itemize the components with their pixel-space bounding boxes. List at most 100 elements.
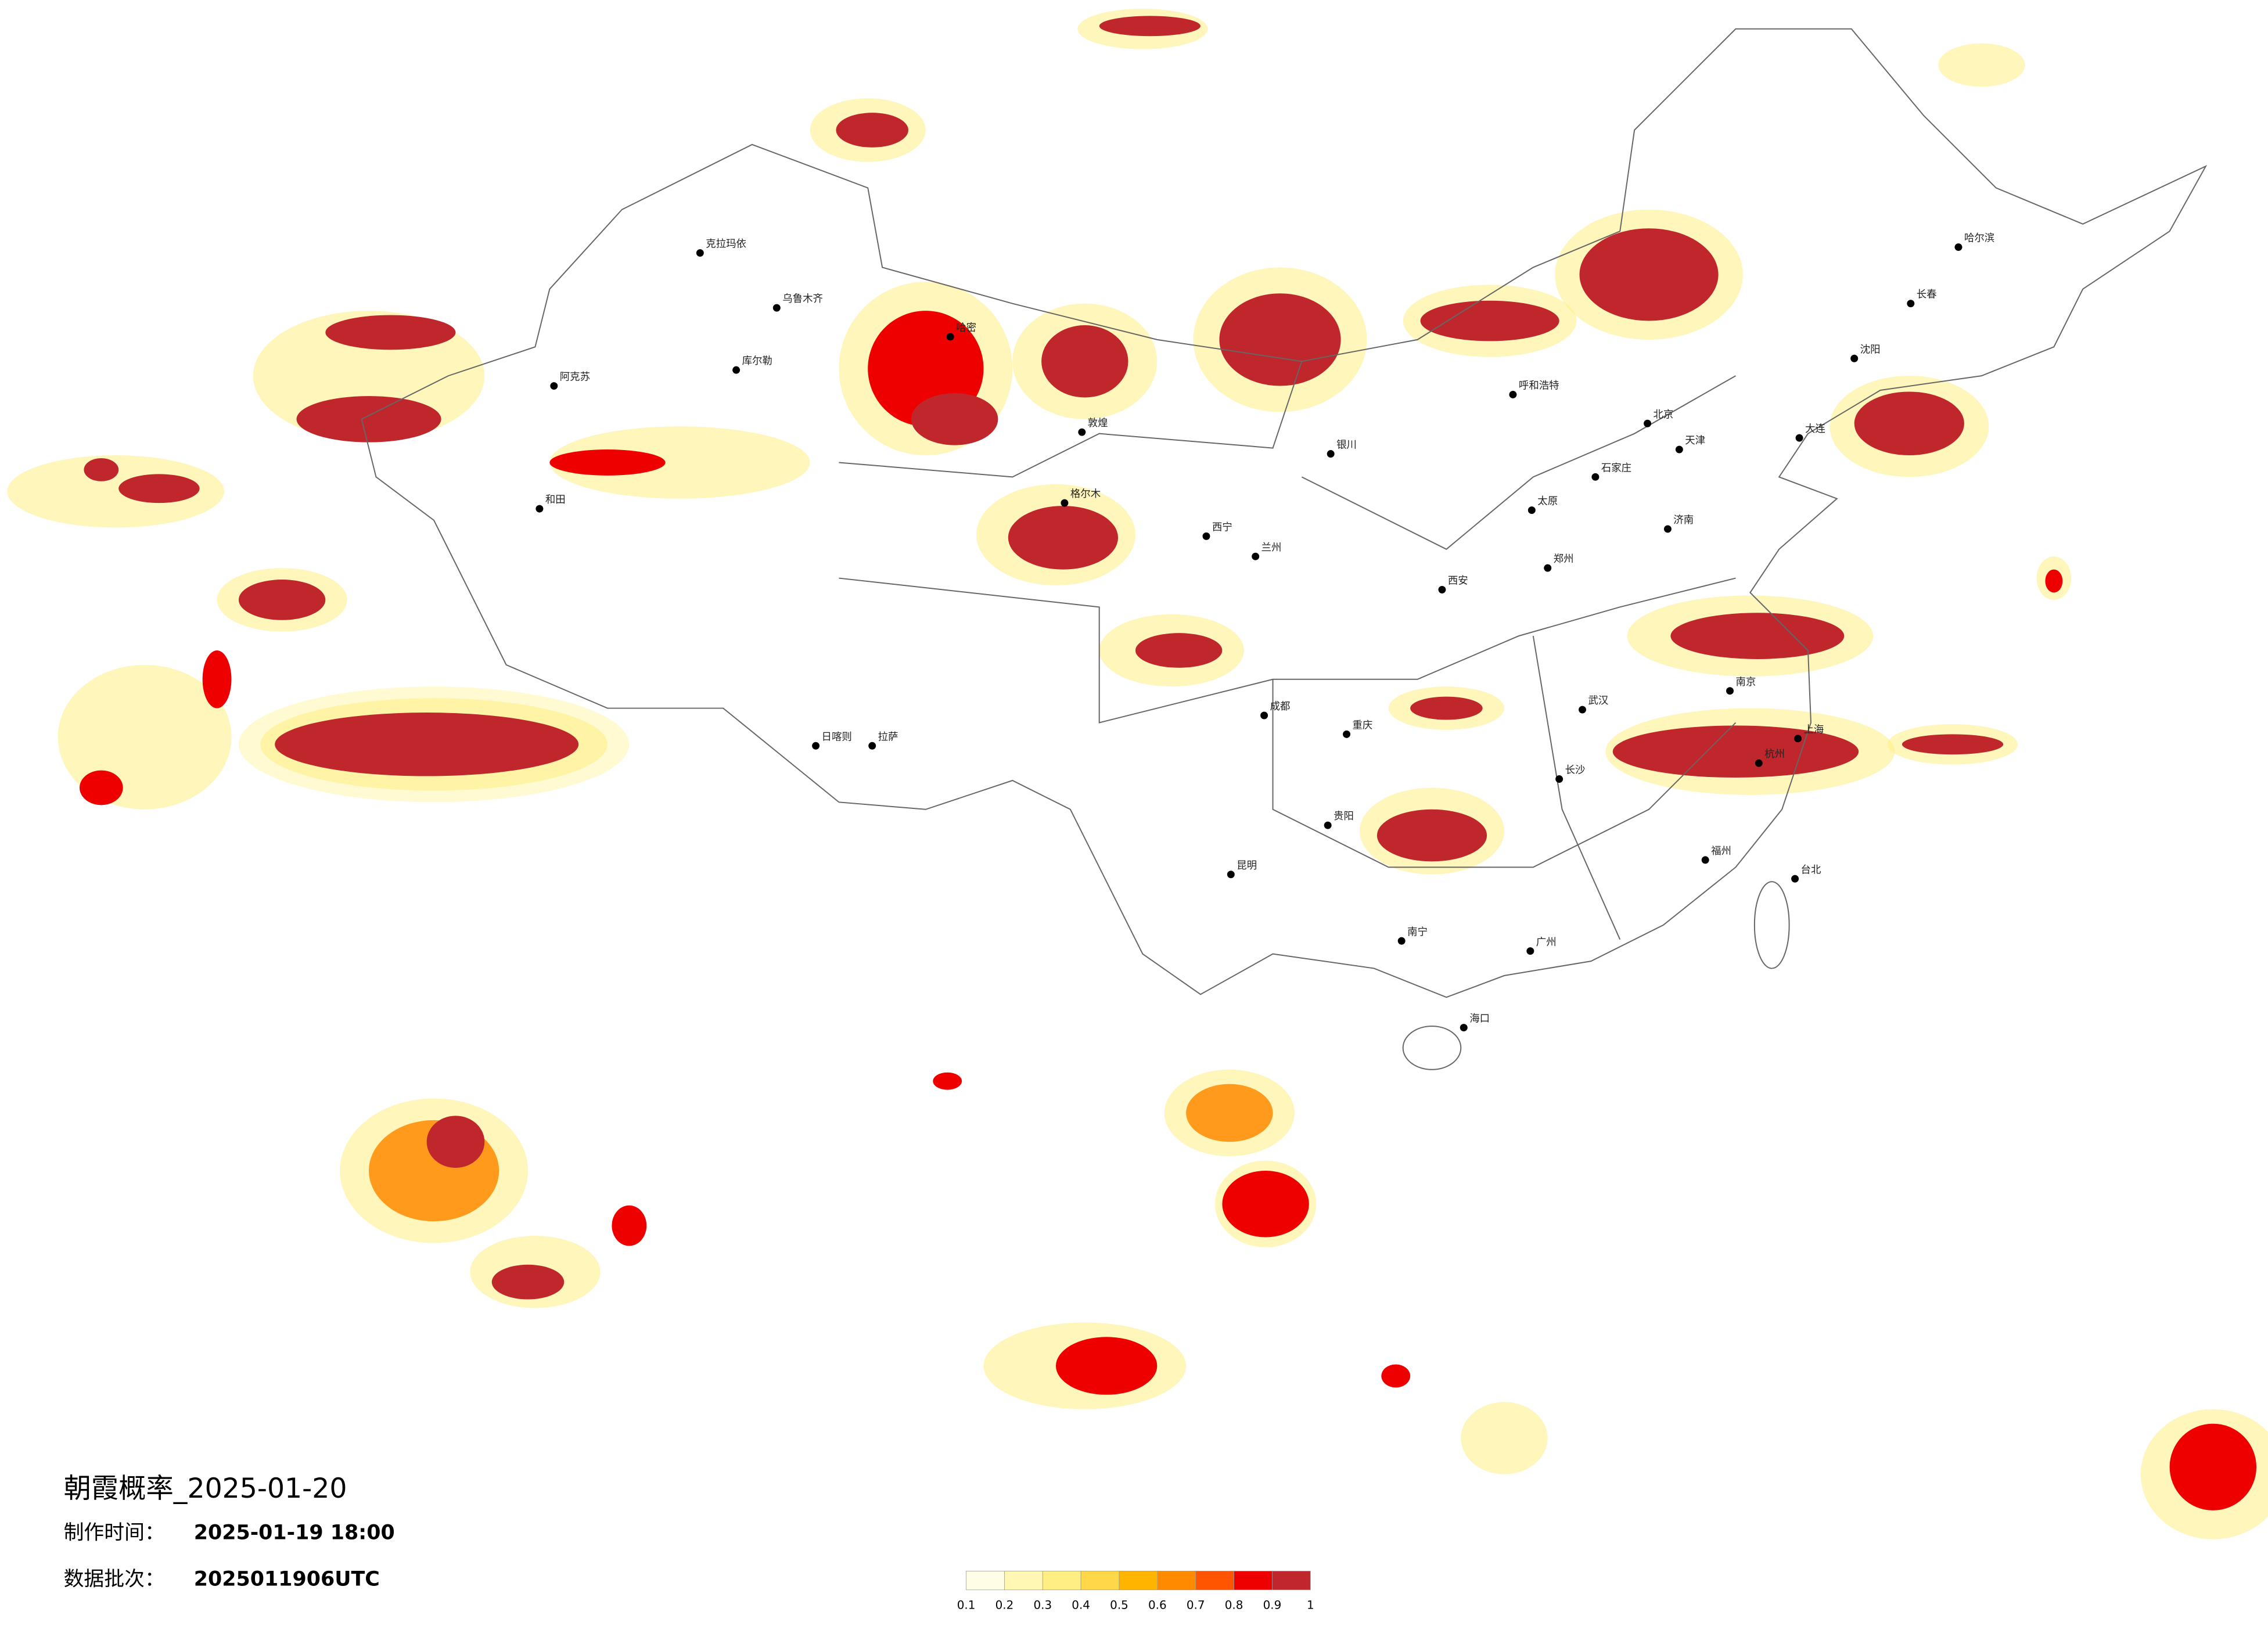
legend-swatch <box>1195 1571 1234 1591</box>
city-dot <box>1663 525 1672 533</box>
batch-label: 数据批次： <box>64 1567 165 1591</box>
city-dot <box>1644 419 1652 427</box>
city-dot <box>1675 445 1683 454</box>
city-label: 成都 <box>1270 701 1291 713</box>
city-dot <box>1324 821 1332 829</box>
made-label: 制作时间： <box>64 1521 165 1545</box>
city-dot <box>550 382 558 390</box>
city-label: 武汉 <box>1588 695 1608 707</box>
made-value: 2025-01-19 18:00 <box>194 1521 395 1545</box>
legend-tick-label: 1 <box>1307 1599 1314 1612</box>
city-label: 北京 <box>1654 409 1674 420</box>
city-label: 拉萨 <box>878 731 898 743</box>
batch-value: 2025011906UTC <box>194 1567 380 1591</box>
legend-tick-label: 0.1 <box>957 1599 976 1612</box>
city-dot <box>1726 687 1734 695</box>
city-dot <box>1755 759 1763 767</box>
city-label: 长沙 <box>1565 765 1586 776</box>
city-dot <box>1701 856 1709 864</box>
city-label: 和田 <box>545 494 566 506</box>
city-label: 昆明 <box>1237 860 1257 872</box>
city-label: 大连 <box>1805 423 1825 435</box>
legend-tick-label: 0.6 <box>1148 1599 1167 1612</box>
city-label: 克拉玛依 <box>706 239 746 250</box>
city-dot <box>1555 775 1563 783</box>
legend-swatch <box>1042 1571 1081 1591</box>
city-label: 哈尔滨 <box>1964 233 1994 244</box>
legend-tick-label: 0.7 <box>1187 1599 1205 1612</box>
city-dot <box>868 742 876 750</box>
city-dot <box>1078 428 1086 436</box>
legend-swatch <box>1272 1571 1311 1591</box>
city-label: 呼和浩特 <box>1519 380 1559 392</box>
city-dot <box>1795 434 1803 442</box>
legend-tick-label: 0.8 <box>1225 1599 1243 1612</box>
city-dot <box>1527 506 1536 515</box>
city-dot <box>1061 499 1069 507</box>
legend-tick-label: 0.2 <box>995 1599 1014 1612</box>
legend-swatch <box>1080 1571 1120 1591</box>
city-label: 太原 <box>1537 496 1558 508</box>
legend-swatch <box>1119 1571 1158 1591</box>
city-label: 海口 <box>1469 1013 1490 1025</box>
city-dot <box>1460 1024 1468 1032</box>
city-label: 上海 <box>1804 724 1824 736</box>
city-dot <box>1591 473 1600 481</box>
city-label: 西安 <box>1448 575 1468 587</box>
city-label: 南宁 <box>1407 926 1428 938</box>
city-label: 重庆 <box>1353 720 1373 731</box>
city-label: 贵阳 <box>1334 811 1354 822</box>
city-label: 日喀则 <box>822 731 852 743</box>
city-label: 福州 <box>1711 846 1731 857</box>
city-dot <box>1397 937 1406 945</box>
city-label: 沈阳 <box>1860 344 1881 355</box>
city-dot <box>772 304 781 312</box>
city-label: 南京 <box>1735 677 1756 688</box>
city-dot <box>1579 706 1586 714</box>
city-dot <box>1438 586 1446 593</box>
legend-swatch <box>1234 1571 1273 1591</box>
city-dot <box>1954 243 1963 251</box>
city-label: 济南 <box>1673 515 1694 526</box>
city-label: 库尔勒 <box>742 355 772 367</box>
city-dot <box>1907 300 1915 308</box>
city-label: 兰州 <box>1261 542 1282 553</box>
city-label: 石家庄 <box>1601 462 1631 474</box>
legend-swatch <box>1004 1571 1043 1591</box>
city-dot <box>1526 947 1534 955</box>
legend-tick-label: 0.5 <box>1110 1599 1128 1612</box>
city-dot <box>1227 870 1235 879</box>
city-label: 郑州 <box>1554 553 1574 565</box>
city-dot <box>535 505 544 513</box>
city-label: 杭州 <box>1764 749 1785 760</box>
city-label: 乌鲁木齐 <box>782 293 823 305</box>
city-label: 格尔木 <box>1070 488 1101 500</box>
legend-tick-label: 0.4 <box>1072 1599 1090 1612</box>
city-label: 敦煌 <box>1088 418 1108 429</box>
city-dot <box>812 742 820 750</box>
city-label: 西宁 <box>1212 521 1232 533</box>
legend-tick-label: 0.9 <box>1263 1599 1282 1612</box>
city-dot <box>1343 730 1351 738</box>
city-dot <box>946 333 954 341</box>
city-dot <box>1794 735 1802 743</box>
city-dot <box>732 366 741 374</box>
city-dot <box>1509 390 1517 398</box>
city-dot <box>696 249 704 257</box>
city-dot <box>1260 711 1268 720</box>
city-label: 台北 <box>1801 864 1821 876</box>
city-dot <box>1850 354 1859 362</box>
legend-tick-label: 0.3 <box>1033 1599 1052 1612</box>
city-dot <box>1791 875 1799 883</box>
legend: 0.1 0.2 0.3 0.4 0.5 0.6 0.7 0.8 0.9 1 <box>957 1571 1314 1612</box>
city-label: 长春 <box>1917 289 1937 301</box>
city-dot <box>1252 552 1260 560</box>
city-label: 阿克苏 <box>560 372 590 383</box>
probability-field <box>7 8 2268 1539</box>
boundaries <box>361 28 2208 1070</box>
legend-swatch <box>1157 1571 1196 1591</box>
city-dot <box>1544 564 1552 572</box>
title: 朝霞概率_2025-01-20 <box>64 1473 347 1505</box>
